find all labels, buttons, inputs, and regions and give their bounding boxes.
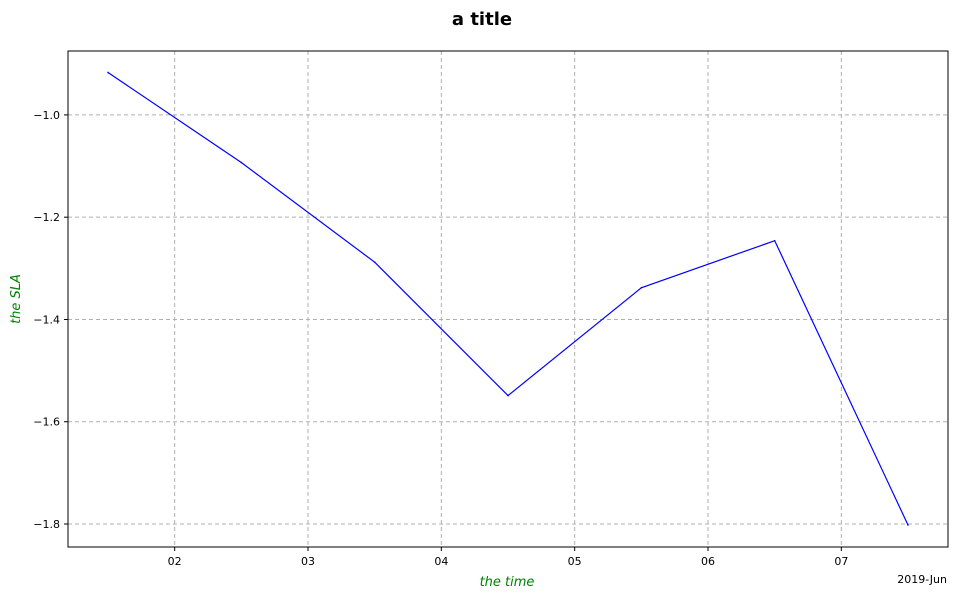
data-point — [240, 161, 243, 164]
y-tick-label: −1.4 — [33, 313, 60, 326]
x-tick-label: 04 — [434, 555, 448, 568]
data-point — [907, 524, 909, 526]
y-tick-label: −1.8 — [33, 518, 60, 531]
y-tick-label: −1.6 — [33, 416, 60, 429]
data-point — [640, 286, 643, 289]
data-point — [773, 239, 776, 242]
x-tick-label: 03 — [301, 555, 315, 568]
data-point — [107, 71, 109, 74]
data-point — [507, 394, 509, 397]
x-offset-label: 2019-Jun — [897, 573, 947, 586]
series-layer — [107, 71, 909, 526]
chart-title: a title — [452, 9, 512, 30]
series-line — [107, 72, 909, 526]
grid — [68, 51, 948, 547]
y-tick-label: −1.0 — [33, 109, 60, 122]
x-tick-label: 02 — [168, 555, 182, 568]
y-tick-label: −1.2 — [33, 211, 60, 224]
x-axis: 02 03 04 05 06 07 — [168, 547, 848, 568]
x-tick-label: 07 — [834, 555, 848, 568]
x-axis-label: the time — [480, 575, 535, 590]
data-point — [373, 261, 376, 263]
plot-frame — [67, 50, 949, 548]
x-tick-label: 05 — [568, 555, 582, 568]
x-tick-label: 06 — [701, 555, 715, 568]
y-axis: −1.0 −1.2 −1.4 −1.6 −1.8 — [33, 109, 68, 531]
y-axis-label: the SLA — [9, 274, 24, 324]
